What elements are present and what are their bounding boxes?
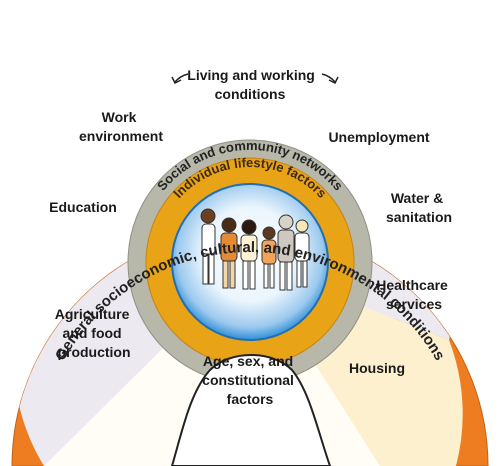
sector-label-housing: Housing: [349, 360, 405, 376]
sector-label-agriculture: Agriculture and food production: [55, 306, 134, 360]
person-figure: [261, 226, 277, 289]
right-arrowhead-icon: [328, 76, 339, 85]
living-working-arrows: [171, 73, 339, 85]
person-figure: [200, 208, 216, 285]
person-figure: [294, 219, 310, 288]
core-cutout: [170, 354, 332, 466]
person-figure: [240, 219, 258, 290]
sector-label-work-environment: Work environment: [79, 109, 163, 144]
person-figure: [277, 214, 295, 291]
sector-label-healthcare: Healthcare services: [376, 277, 451, 312]
sector-label-unemployment: Unemployment: [328, 129, 429, 145]
right-arrow-icon: [321, 73, 336, 83]
core-label: Age, sex, and constitutional factors: [202, 353, 298, 407]
sector-label-education: Education: [49, 199, 117, 215]
left-arrow-icon: [174, 73, 189, 83]
people-illustration: [200, 208, 310, 291]
left-arrowhead-icon: [171, 76, 182, 85]
sector-label-water-sanitation: Water & sanitation: [386, 190, 452, 225]
person-figure: [220, 217, 238, 289]
sector-label-living-working: Living and working conditions: [187, 67, 318, 102]
